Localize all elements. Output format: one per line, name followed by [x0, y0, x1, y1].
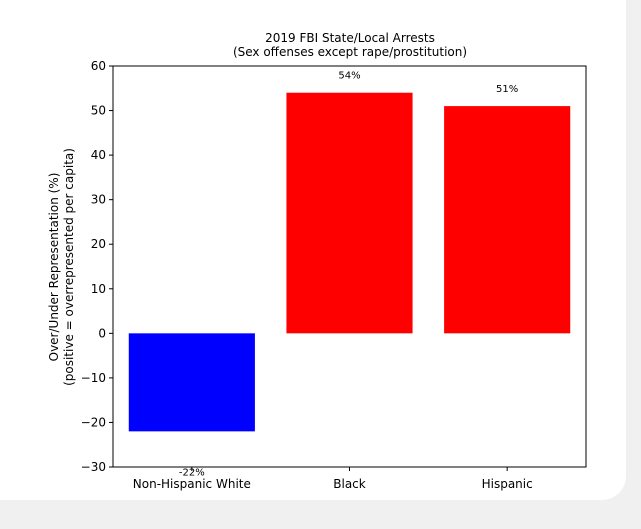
- y-tick-label-2: −10: [81, 371, 106, 385]
- chart-subtitle: (Sex offenses except rape/prostitution): [233, 45, 467, 59]
- bar-1: [286, 92, 413, 334]
- y-axis-label-line-2: (positive = overrepresented per capita): [62, 148, 76, 386]
- chart-card: 2019 FBI State/Local Arrests (Sex offens…: [0, 0, 626, 500]
- bar-chart: 2019 FBI State/Local Arrests (Sex offens…: [47, 31, 587, 491]
- y-tick-label-6: 30: [91, 193, 106, 207]
- x-tick-label-1: Black: [333, 477, 366, 491]
- x-tick-label-0: Non-Hispanic White: [133, 477, 251, 491]
- y-tick-label-5: 20: [91, 237, 106, 251]
- data-label-0: -22%: [179, 467, 205, 478]
- chart-title: 2019 FBI State/Local Arrests: [265, 31, 435, 45]
- y-tick-label-1: −20: [81, 415, 106, 429]
- data-label-1: 54%: [338, 71, 360, 82]
- x-tick-label-2: Hispanic: [482, 477, 533, 491]
- y-tick-label-9: 60: [91, 59, 106, 73]
- y-tick-label-3: 0: [98, 326, 106, 340]
- y-axis-label-line-1: Over/Under Representation (%): [47, 173, 61, 362]
- bar-0: [128, 333, 255, 432]
- bar-2: [444, 106, 571, 334]
- y-tick-label-7: 40: [91, 148, 106, 162]
- y-tick-label-8: 50: [91, 104, 106, 118]
- y-tick-label-4: 10: [91, 282, 106, 296]
- data-label-2: 51%: [496, 84, 518, 95]
- plot-frame: [112, 65, 587, 468]
- y-tick-label-0: −30: [81, 460, 106, 474]
